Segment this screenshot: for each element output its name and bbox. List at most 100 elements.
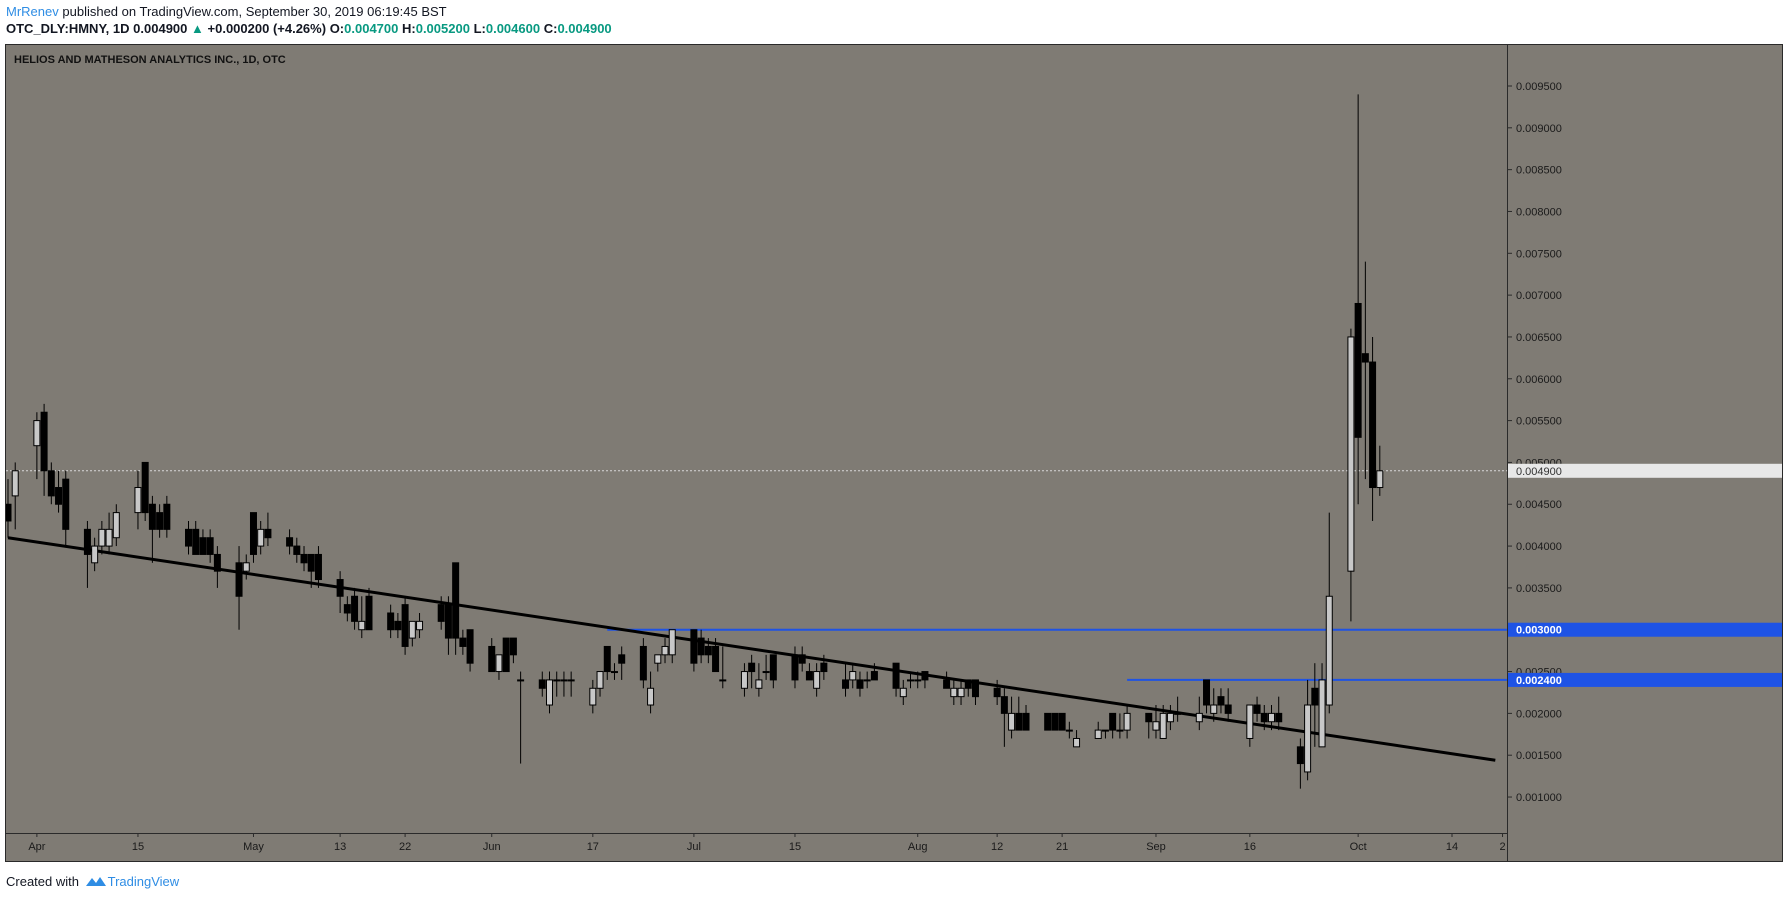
- candle-down: [1275, 712, 1283, 723]
- candle-down: [921, 671, 929, 681]
- candle-up: [1065, 729, 1073, 732]
- candle-down: [791, 654, 799, 681]
- candle-up: [668, 629, 676, 656]
- x-tick-label: 15: [789, 841, 801, 853]
- candle-up: [567, 679, 575, 682]
- candle-down: [156, 512, 164, 530]
- candle-down: [943, 679, 951, 689]
- x-tick-label: Sep: [1146, 841, 1166, 853]
- candle-down: [293, 545, 301, 555]
- candle-down: [690, 629, 698, 664]
- open-value: 0.004700: [344, 21, 399, 36]
- candle-up: [654, 654, 662, 664]
- candle-up: [863, 679, 871, 682]
- published-text: published on TradingView.com, September …: [62, 4, 447, 19]
- candle-up: [950, 687, 958, 698]
- candlestick-chart[interactable]: HELIOS AND MATHESON ANALYTICS INC., 1D, …: [6, 45, 1782, 861]
- candle-up: [560, 679, 568, 682]
- symbol-name: OTC_DLY:HMNY, 1D: [6, 21, 130, 36]
- candle-down: [748, 662, 756, 673]
- candle-down: [993, 687, 1001, 698]
- candle-down: [163, 503, 171, 530]
- candle-down: [1109, 712, 1117, 731]
- candle-down: [842, 679, 850, 689]
- candle-up: [719, 679, 727, 682]
- tradingview-logo-icon: [85, 877, 106, 886]
- candle-down: [206, 537, 214, 555]
- candle-down: [6, 503, 12, 522]
- candle-down: [971, 679, 979, 698]
- tradingview-link[interactable]: TradingView: [107, 874, 180, 889]
- candle-down: [603, 645, 611, 673]
- candle-up: [1174, 712, 1182, 715]
- candle-up: [1318, 679, 1326, 748]
- y-tick-label: 0.004000: [1516, 541, 1562, 553]
- candle-down: [394, 620, 402, 631]
- x-tick-label: 15: [132, 841, 144, 853]
- high-value: 0.005200: [415, 21, 470, 36]
- candle-down: [185, 528, 192, 547]
- y-tick-label: 0.003500: [1516, 583, 1562, 595]
- candle-down: [213, 553, 221, 572]
- candle-down: [769, 654, 777, 681]
- candle-up: [242, 562, 250, 572]
- up-arrow-icon: ▲: [191, 21, 204, 36]
- y-tick-label: 0.008000: [1516, 206, 1562, 218]
- y-tick-label: 0.009000: [1516, 123, 1562, 135]
- candle-up: [1166, 712, 1174, 723]
- candle-up: [755, 679, 763, 689]
- candle-up: [1210, 704, 1218, 714]
- author-link[interactable]: MrRenev: [6, 4, 59, 19]
- high-label: H:: [402, 21, 416, 36]
- candle-down: [192, 528, 200, 555]
- candle-down: [618, 654, 626, 664]
- y-tick-label: 0.009500: [1516, 81, 1562, 93]
- candle-down: [488, 645, 496, 673]
- y-tick-label: 0.001500: [1516, 750, 1562, 762]
- open-label: O:: [329, 21, 345, 36]
- candle-down: [148, 503, 156, 530]
- candle-up: [1268, 712, 1275, 723]
- candle-down: [964, 679, 972, 689]
- candle-up: [1101, 729, 1109, 732]
- candle-up: [596, 671, 604, 689]
- candle-down: [1015, 712, 1023, 731]
- candle-up: [1094, 729, 1102, 739]
- low-value: 0.004600: [485, 21, 541, 36]
- created-with-text: Created with: [6, 874, 79, 889]
- candle-up: [661, 645, 669, 656]
- candle-up: [647, 687, 655, 706]
- x-tick-label: May: [243, 841, 264, 853]
- candle-down: [55, 487, 63, 505]
- candle-down: [199, 537, 207, 555]
- candle-down: [307, 553, 315, 572]
- candle-down: [466, 629, 474, 664]
- candle-down: [697, 637, 705, 656]
- candle-down: [444, 604, 452, 639]
- candle-down: [365, 595, 373, 631]
- candle-up: [358, 620, 366, 631]
- candle-down: [820, 662, 828, 673]
- candle-up: [553, 679, 561, 682]
- candle-down: [1000, 696, 1008, 714]
- candle-down: [141, 461, 149, 514]
- close-value: 0.004900: [557, 21, 612, 36]
- candle-up: [849, 671, 857, 681]
- footer: Created with TradingView: [6, 874, 179, 890]
- candle-up: [1304, 704, 1312, 773]
- symbol-line: OTC_DLY:HMNY, 1D 0.004900 ▲ +0.000200 (+…: [6, 21, 612, 37]
- candle-down: [805, 671, 813, 681]
- y-tick-label: 0.005500: [1516, 416, 1562, 428]
- candle-down: [351, 595, 359, 622]
- candle-down: [40, 411, 48, 472]
- candle-down: [1369, 361, 1377, 489]
- candle-down: [314, 553, 322, 581]
- chart-title: HELIOS AND MATHESON ANALYTICS INC., 1D, …: [14, 54, 286, 66]
- candle-down: [502, 637, 510, 673]
- candle-down: [300, 553, 308, 564]
- candle-up: [11, 470, 19, 497]
- candle-up: [1152, 721, 1160, 731]
- chart-frame[interactable]: HELIOS AND MATHESON ANALYTICS INC., 1D, …: [5, 44, 1783, 862]
- x-tick-label: Apr: [28, 841, 45, 853]
- candle-down: [1022, 712, 1030, 731]
